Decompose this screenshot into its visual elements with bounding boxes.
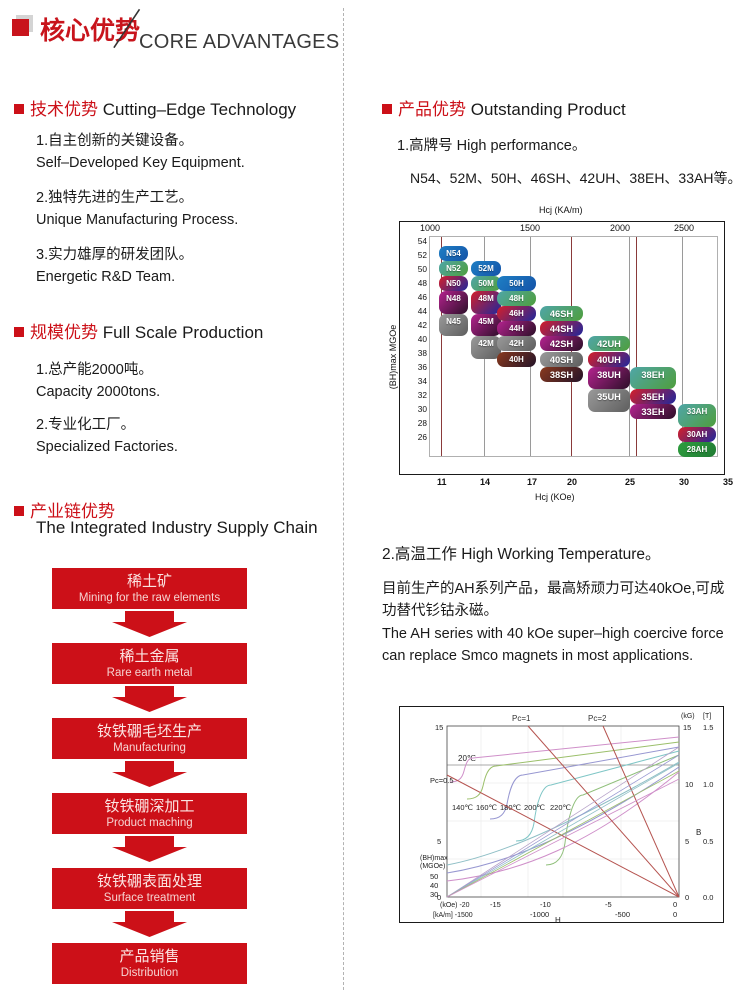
svg-text:0: 0 [673,910,677,919]
svg-text:Pc=0.5: Pc=0.5 [430,776,454,785]
svg-text:0.0: 0.0 [703,893,713,902]
svg-text:220℃: 220℃ [550,803,572,812]
svg-text:(kOe) -20: (kOe) -20 [440,902,470,909]
svg-text:5: 5 [437,837,441,846]
svg-text:1.5: 1.5 [703,723,713,732]
svg-text:40: 40 [430,881,438,890]
svg-text:-15: -15 [490,900,501,909]
svg-text:-10: -10 [540,900,551,909]
svg-text:-500: -500 [615,910,630,919]
svg-text:140℃: 140℃ [452,803,474,812]
svg-text:B: B [696,828,701,837]
svg-text:(MGOe): (MGOe) [420,863,445,870]
svg-text:0: 0 [673,900,677,909]
svg-text:15: 15 [435,723,443,732]
svg-text:(kG): (kG) [681,713,695,720]
svg-text:(BH)max: (BH)max [420,855,448,862]
svg-text:200℃: 200℃ [524,803,546,812]
svg-text:0.5: 0.5 [703,837,713,846]
svg-text:Pc=1: Pc=1 [512,714,531,723]
svg-text:[kA/m] -1500: [kA/m] -1500 [433,912,473,919]
svg-text:50: 50 [430,872,438,881]
svg-text:10: 10 [685,780,693,789]
svg-text:160℃: 160℃ [476,803,498,812]
svg-text:0: 0 [437,893,441,902]
svg-text:H: H [555,916,561,924]
svg-text:[T]: [T] [703,713,711,720]
svg-text:0: 0 [685,893,689,902]
svg-text:15: 15 [683,723,691,732]
svg-text:-1000: -1000 [530,910,549,919]
svg-text:1.0: 1.0 [703,780,713,789]
svg-text:5: 5 [685,837,689,846]
svg-text:Pc=2: Pc=2 [588,714,607,723]
svg-text:-5: -5 [605,900,612,909]
